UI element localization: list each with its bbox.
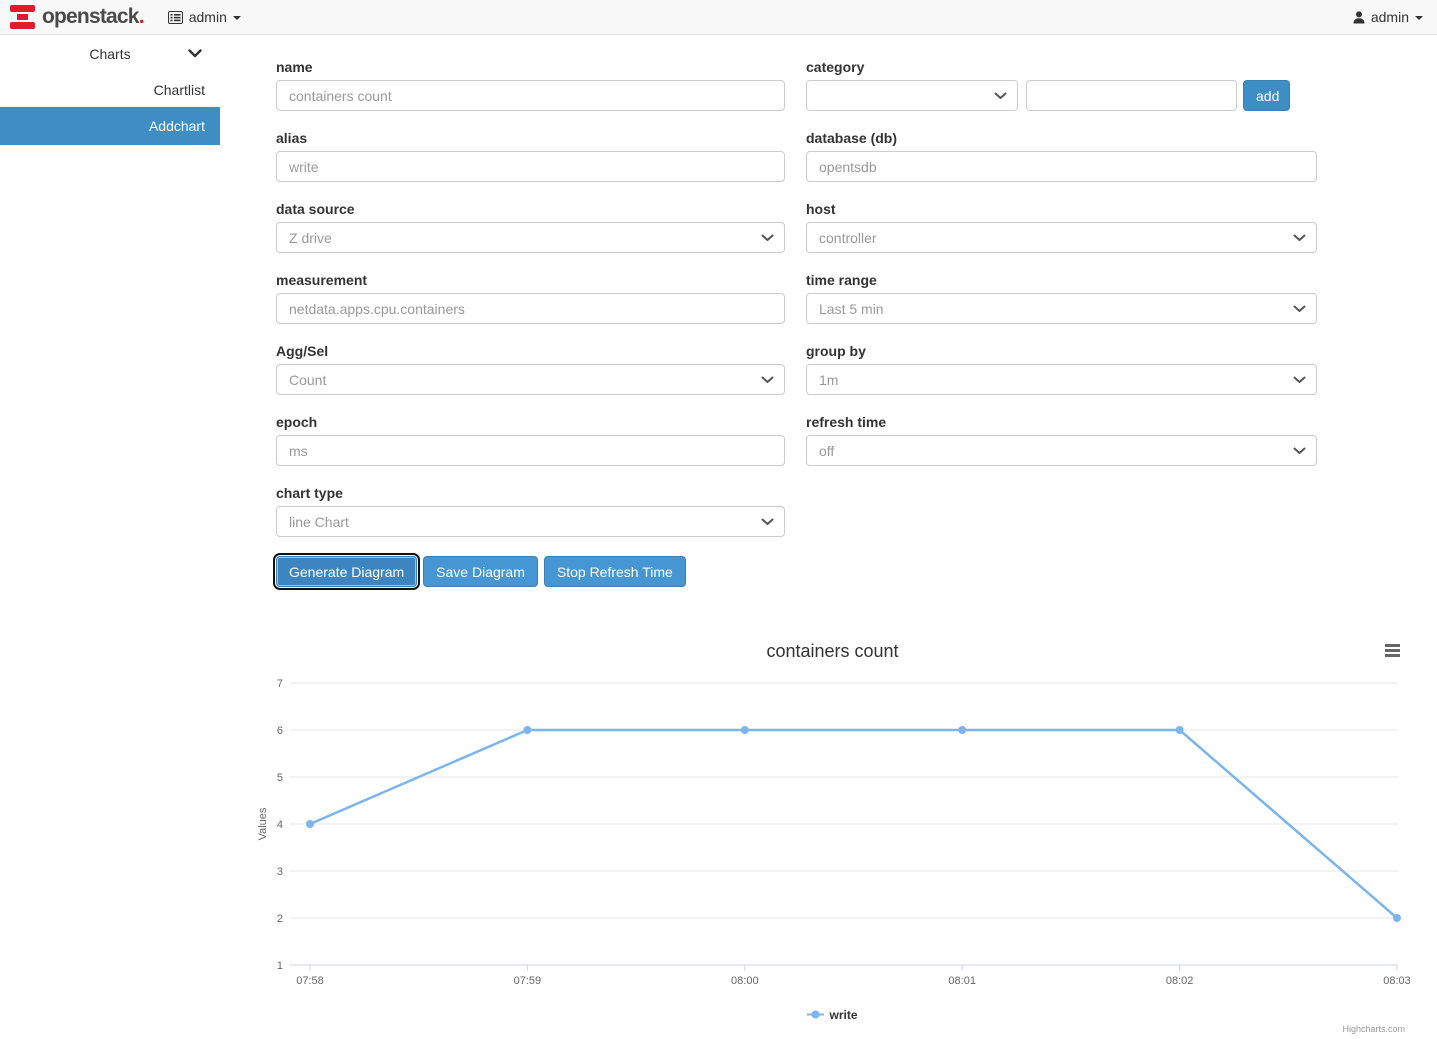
chart-type-select[interactable]: line Chart bbox=[276, 506, 785, 537]
line-chart-plot: 1 2 3 4 5 6 7 07:58 07:59 08:00 08:01 08:02 08:03 Val… bbox=[250, 673, 1410, 1003]
svg-text:3: 3 bbox=[277, 866, 283, 878]
group-by-label: group by bbox=[806, 343, 1317, 359]
host-label: host bbox=[806, 201, 1317, 217]
name-input[interactable] bbox=[276, 80, 785, 111]
svg-text:7: 7 bbox=[277, 678, 283, 690]
save-diagram-button[interactable]: Save Diagram bbox=[423, 556, 538, 587]
epoch-label: epoch bbox=[276, 414, 785, 430]
add-category-button[interactable]: add bbox=[1243, 80, 1290, 111]
highcharts-container: containers count 1 2 3 4 5 6 7 07:58 07:59 08:00 0… bbox=[250, 633, 1415, 1036]
project-menu[interactable]: admin bbox=[168, 9, 241, 25]
svg-text:6: 6 bbox=[277, 725, 283, 737]
svg-text:08:01: 08:01 bbox=[948, 975, 976, 987]
alias-label: alias bbox=[276, 130, 785, 146]
database-label: database (db) bbox=[806, 130, 1317, 146]
svg-text:5: 5 bbox=[277, 772, 283, 784]
chevron-down-icon bbox=[188, 49, 202, 58]
refresh-time-select[interactable]: off bbox=[806, 435, 1317, 466]
sidebar-item-chartlist[interactable]: Chartlist bbox=[0, 75, 220, 105]
chart-title: containers count bbox=[250, 633, 1415, 669]
chart-type-label: chart type bbox=[276, 485, 785, 501]
user-icon bbox=[1353, 11, 1365, 24]
highcharts-credits[interactable]: Highcharts.com bbox=[1342, 1024, 1405, 1034]
database-input[interactable] bbox=[806, 151, 1317, 182]
refresh-time-label: refresh time bbox=[806, 414, 1317, 430]
addchart-form: name alias data source Z drive measureme… bbox=[220, 35, 1317, 587]
top-navbar: openstack. admin admin bbox=[0, 0, 1437, 35]
host-select[interactable]: controller bbox=[806, 222, 1317, 253]
sidebar: Charts Chartlist Addchart bbox=[0, 35, 220, 145]
measurement-label: measurement bbox=[276, 272, 785, 288]
svg-text:4: 4 bbox=[277, 819, 283, 831]
th-list-icon bbox=[168, 11, 183, 24]
chart-context-menu-icon[interactable] bbox=[1385, 644, 1400, 657]
svg-text:07:59: 07:59 bbox=[514, 975, 542, 987]
svg-text:08:00: 08:00 bbox=[731, 975, 759, 987]
category-select[interactable] bbox=[806, 80, 1018, 111]
legend-label: write bbox=[829, 1008, 857, 1022]
epoch-input[interactable] bbox=[276, 435, 785, 466]
data-source-select[interactable]: Z drive bbox=[276, 222, 785, 253]
time-range-label: time range bbox=[806, 272, 1317, 288]
main-content: name alias data source Z drive measureme… bbox=[220, 35, 1437, 1036]
legend-marker-icon bbox=[807, 1008, 824, 1021]
category-input[interactable] bbox=[1026, 80, 1237, 111]
sidebar-item-addchart[interactable]: Addchart bbox=[0, 107, 220, 145]
legend-item-write[interactable]: write bbox=[250, 1008, 1415, 1036]
svg-text:08:02: 08:02 bbox=[1166, 975, 1194, 987]
measurement-input[interactable] bbox=[276, 293, 785, 324]
user-menu[interactable]: admin bbox=[1353, 9, 1423, 25]
user-menu-label: admin bbox=[1371, 9, 1409, 25]
sidebar-group-label: Charts bbox=[15, 46, 205, 62]
project-menu-label: admin bbox=[189, 9, 227, 25]
svg-text:Values: Values bbox=[257, 807, 269, 840]
svg-text:2: 2 bbox=[277, 913, 283, 925]
time-range-select[interactable]: Last 5 min bbox=[806, 293, 1317, 324]
caret-down-icon bbox=[1415, 16, 1423, 20]
alias-input[interactable] bbox=[276, 151, 785, 182]
generate-diagram-button[interactable]: Generate Diagram bbox=[276, 556, 417, 587]
svg-text:08:03: 08:03 bbox=[1383, 975, 1410, 987]
brand-wordmark: openstack. bbox=[42, 5, 144, 29]
openstack-logo-icon bbox=[10, 5, 35, 29]
svg-text:07:58: 07:58 bbox=[296, 975, 324, 987]
group-by-select[interactable]: 1m bbox=[806, 364, 1317, 395]
openstack-brand[interactable]: openstack. bbox=[10, 5, 144, 29]
sidebar-group-charts[interactable]: Charts bbox=[0, 41, 220, 67]
svg-text:1: 1 bbox=[277, 960, 283, 972]
category-label: category bbox=[806, 59, 1317, 75]
agg-sel-label: Agg/Sel bbox=[276, 343, 785, 359]
data-source-label: data source bbox=[276, 201, 785, 217]
name-label: name bbox=[276, 59, 785, 75]
stop-refresh-time-button[interactable]: Stop Refresh Time bbox=[544, 556, 686, 587]
agg-sel-select[interactable]: Count bbox=[276, 364, 785, 395]
caret-down-icon bbox=[233, 16, 241, 20]
